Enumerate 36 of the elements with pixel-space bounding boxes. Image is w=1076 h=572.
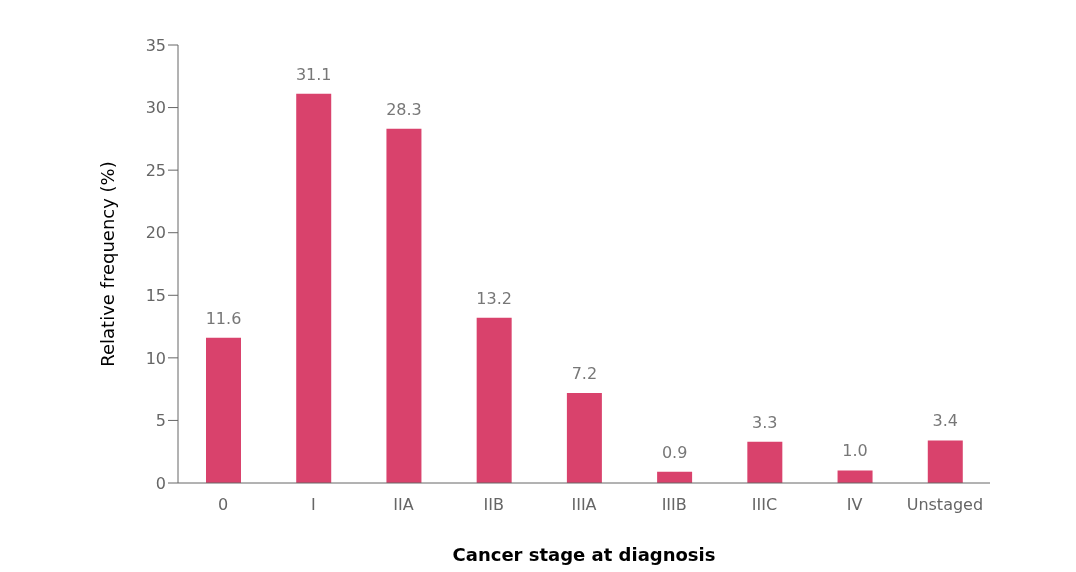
bar bbox=[837, 470, 873, 483]
y-tick-label: 5 bbox=[155, 411, 166, 431]
y-tick-label: 25 bbox=[145, 160, 166, 180]
x-axis-title: Cancer stage at diagnosis bbox=[452, 544, 716, 565]
y-tick-label: 30 bbox=[145, 98, 166, 118]
data-label: 28.3 bbox=[386, 99, 422, 119]
x-tick-label: 0 bbox=[218, 495, 229, 515]
data-label: 0.9 bbox=[661, 442, 688, 462]
x-tick-label: IIIA bbox=[571, 495, 597, 515]
x-tick-label: IIA bbox=[393, 495, 414, 515]
data-label: 13.2 bbox=[476, 288, 512, 308]
bar bbox=[566, 392, 602, 483]
bar bbox=[206, 337, 241, 483]
x-tick-label: IIIB bbox=[661, 495, 687, 515]
x-tick-label: IV bbox=[846, 495, 863, 515]
y-tick-label: 0 bbox=[155, 473, 166, 493]
x-tick-label: IIIC bbox=[751, 495, 778, 515]
bar bbox=[476, 317, 512, 483]
y-tick-label: 20 bbox=[145, 223, 166, 243]
bar bbox=[296, 93, 332, 483]
bar bbox=[747, 441, 783, 483]
x-tick-label: I bbox=[310, 495, 316, 515]
bar bbox=[927, 440, 963, 483]
bar bbox=[386, 128, 422, 483]
data-label: 31.1 bbox=[295, 64, 332, 84]
y-axis-title: Relative frequency (%) bbox=[97, 161, 119, 367]
x-tick-label: Unstaged bbox=[906, 495, 984, 515]
y-tick-label: 15 bbox=[145, 285, 166, 305]
x-tick-label: IIB bbox=[483, 495, 504, 515]
data-label: 7.2 bbox=[571, 363, 598, 383]
y-tick-label: 10 bbox=[145, 348, 166, 368]
data-label: 3.3 bbox=[752, 412, 778, 432]
data-label: 1.0 bbox=[842, 441, 868, 461]
data-label: 11.6 bbox=[205, 308, 242, 328]
data-label: 3.4 bbox=[932, 411, 958, 431]
y-tick-label: 35 bbox=[145, 35, 166, 55]
